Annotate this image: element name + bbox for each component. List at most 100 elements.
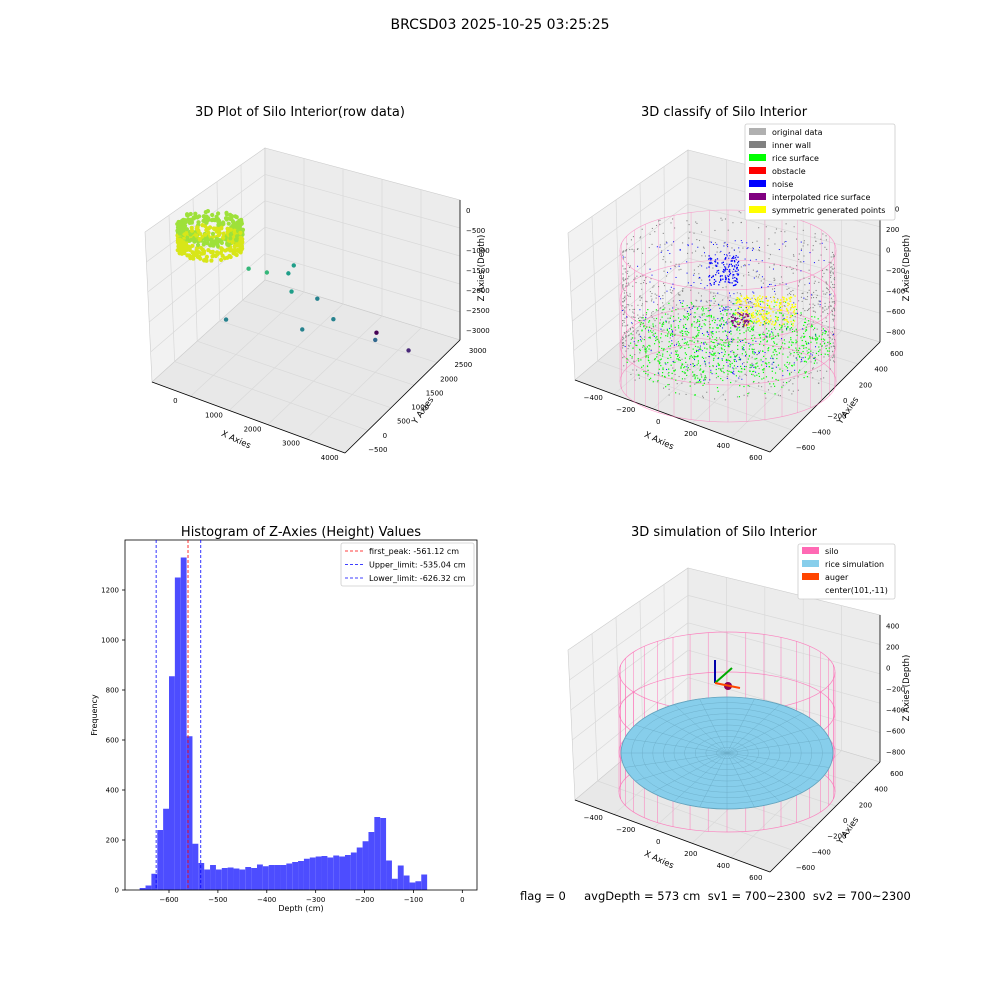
- panel2-wall-point: [830, 270, 832, 272]
- panel2-wall-point: [820, 315, 822, 317]
- panel2-wall-point: [828, 331, 830, 333]
- panel2-wall-point: [681, 382, 683, 384]
- panel4-grid-line: [687, 649, 881, 704]
- panel2-noise-point: [738, 326, 740, 328]
- panel2-rice-point: [806, 376, 809, 378]
- panel2-wall-point: [803, 277, 805, 279]
- panel2-rice-point: [654, 358, 656, 360]
- panel2-noise-point: [686, 272, 688, 274]
- panel2-rice-point: [681, 346, 683, 348]
- panel1-data-point: [300, 327, 305, 332]
- panel2-rice-point: [790, 344, 793, 346]
- panel2-ylabel: Y Axies: [835, 395, 862, 427]
- panel2-wall-point: [678, 356, 681, 359]
- panel4-rice-mesh: [726, 724, 819, 754]
- panel2-symmetric-point: [778, 305, 781, 307]
- panel2-rice-point: [704, 375, 706, 377]
- panel2-noise-point: [667, 271, 669, 273]
- panel3-bar: [397, 865, 404, 890]
- panel2-rice-point: [818, 350, 820, 353]
- panel2-wall-point: [797, 376, 799, 378]
- panel2-wall-point: [720, 217, 722, 219]
- panel2-wall-point: [788, 287, 790, 289]
- panel2-wall-point: [748, 271, 750, 273]
- panel2-noise-point: [726, 321, 728, 323]
- panel2-rice-point: [737, 327, 739, 329]
- panel2-rice-point: [813, 327, 816, 329]
- panel2-wall-point: [817, 354, 820, 356]
- panel2-noise-point: [716, 270, 718, 272]
- panel2-noise-point: [755, 259, 757, 261]
- panel2-noise-point: [738, 247, 740, 249]
- panel2-wall-point: [627, 335, 630, 337]
- panel2-symmetric-point: [767, 312, 770, 314]
- panel2-wall-point: [642, 314, 644, 316]
- panel2-rice-point: [644, 328, 647, 330]
- panel2-noise-point: [735, 318, 737, 320]
- panel1-point-cluster: [191, 256, 196, 261]
- panel2-interp-point: [733, 324, 735, 327]
- panel2-symmetric-point: [789, 308, 792, 311]
- panel2-noise-point: [733, 370, 735, 372]
- panel2-noise-point: [693, 274, 695, 276]
- panel2-wall-point: [700, 373, 702, 375]
- panel2-wall-point: [798, 258, 800, 261]
- panel2-rice-point: [721, 339, 723, 341]
- panel2-rice-point: [637, 358, 639, 360]
- panel2-noise-point: [745, 355, 747, 357]
- panel2-noise-point: [645, 316, 647, 318]
- panel2-rice-point: [693, 305, 695, 307]
- panel2-noise-point: [722, 270, 724, 273]
- panel2-rice-point: [726, 312, 728, 315]
- panel2-symmetric-point: [747, 307, 750, 309]
- panel2-wall-point: [802, 328, 804, 330]
- panel2-rice-point: [762, 324, 765, 326]
- panel2-noise-point: [731, 338, 733, 340]
- panel2-wall-point: [779, 264, 781, 267]
- panel4-rice-mesh: [699, 752, 728, 808]
- panel2-wall-point: [808, 373, 810, 375]
- panel2-rice-point: [720, 347, 723, 349]
- panel2-rice-point: [668, 302, 670, 304]
- panel2-rice-point: [822, 328, 824, 330]
- panel3-ytick-label: 800: [106, 687, 119, 695]
- panel2-wall-point: [815, 289, 817, 292]
- panel2-noise-point: [752, 306, 754, 308]
- panel2-noise-point: [736, 281, 739, 284]
- panel2-rice-point: [779, 302, 781, 304]
- panel2-wall-point: [632, 311, 634, 313]
- panel2-rice-point: [681, 330, 684, 332]
- panel2-symmetric-point: [776, 318, 779, 320]
- panel2-wall-point: [623, 292, 625, 294]
- panel2-wall-point: [779, 395, 781, 397]
- panel1-point-cluster: [210, 231, 216, 236]
- panel2-rice-point: [805, 328, 807, 331]
- panel2-wall-point: [828, 341, 830, 343]
- panel2-rice-point: [785, 301, 787, 303]
- panel2-rice-point: [804, 356, 806, 358]
- panel2-wall-point: [625, 268, 627, 270]
- panel2-rice-point: [648, 336, 650, 339]
- panel2-rice-point: [743, 349, 745, 351]
- panel2-noise-point: [746, 299, 748, 301]
- panel2-wall-point: [818, 259, 820, 261]
- panel3-bar: [356, 847, 363, 890]
- panel2-noise-point: [717, 343, 719, 345]
- panel2-rice-point: [671, 310, 673, 312]
- panel2-symmetric-point: [786, 316, 788, 318]
- panel2-rice-point: [715, 372, 717, 375]
- panel2-rice-point: [669, 317, 671, 319]
- panel2-noise-point: [739, 358, 741, 360]
- panel2-rice-point: [773, 349, 775, 351]
- panel1-point-cluster: [181, 242, 186, 247]
- panel2-rice-point: [647, 369, 649, 371]
- panel2-noise-point: [726, 255, 728, 257]
- panel2-noise-point: [729, 272, 732, 275]
- panel2-wall-point: [728, 321, 730, 323]
- panel2-wall-point: [828, 305, 830, 308]
- panel1-point-cluster: [177, 221, 183, 226]
- panel2-wall-point: [820, 254, 822, 256]
- panel2-wall-point: [701, 231, 703, 233]
- panel2-symmetric-point: [755, 300, 757, 302]
- panel2-noise-point: [718, 303, 720, 305]
